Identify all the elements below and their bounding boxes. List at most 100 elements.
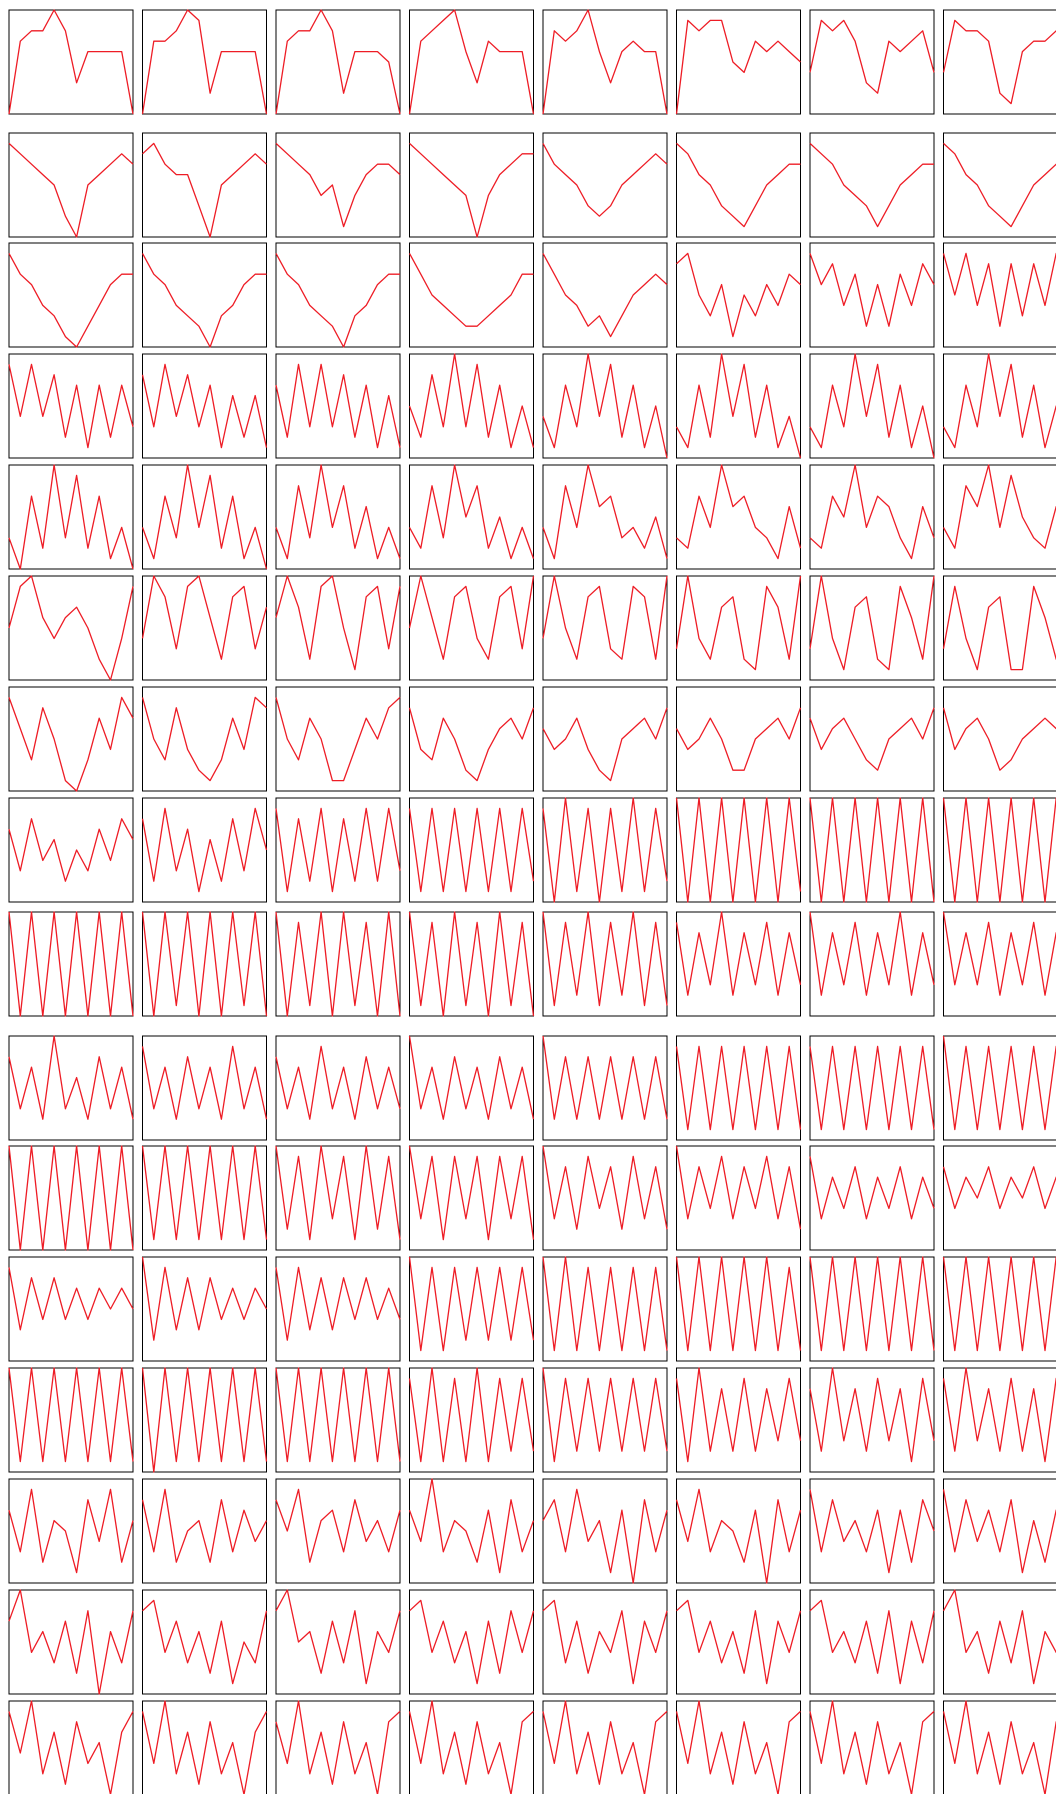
panel-frame	[275, 686, 401, 792]
panel-frame	[275, 464, 401, 570]
signal-line	[8, 818, 134, 882]
panel-frame	[943, 1367, 1056, 1473]
panel-frame	[409, 1256, 534, 1362]
signal-line	[942, 464, 1056, 549]
signal-line	[675, 1256, 802, 1352]
signal-line	[142, 1599, 268, 1685]
signal-line	[542, 353, 668, 459]
signal-line	[8, 1367, 134, 1463]
signal-line	[275, 575, 401, 671]
signal-line	[141, 1367, 268, 1473]
signal-line	[8, 1589, 134, 1695]
signal-line	[141, 1488, 268, 1563]
panel-frame	[542, 1256, 668, 1362]
signal-line	[141, 363, 268, 449]
panel-frame	[409, 1035, 534, 1141]
signal-line	[809, 464, 935, 560]
signal-line	[542, 1599, 668, 1685]
signal-line	[408, 1478, 535, 1574]
panel-frame	[142, 1478, 267, 1584]
panel-frame	[275, 1478, 401, 1584]
signal-line	[408, 1145, 535, 1241]
panel-frame	[676, 1367, 801, 1473]
signal-line	[408, 911, 535, 1017]
signal-line	[409, 142, 534, 238]
signal-line	[142, 142, 267, 238]
panel-frame	[409, 797, 534, 903]
signal-line	[141, 1045, 268, 1120]
signal-line	[675, 1488, 802, 1584]
signal-line	[408, 253, 534, 327]
signal-line	[942, 1166, 1056, 1210]
signal-line	[676, 464, 802, 560]
signal-line	[942, 1700, 1056, 1794]
signal-line	[809, 1045, 935, 1131]
panel-frame	[676, 797, 801, 903]
panel-frame	[409, 9, 534, 115]
panel-frame	[409, 686, 534, 792]
signal-line	[675, 911, 802, 996]
panel-frame	[676, 1256, 801, 1362]
signal-line	[8, 696, 134, 792]
panel-frame	[142, 242, 267, 348]
signal-line	[408, 1367, 535, 1463]
panel-frame	[542, 1478, 668, 1584]
signal-line	[8, 911, 134, 1017]
panel-frame	[8, 242, 134, 348]
signal-line	[141, 1145, 268, 1241]
panel-frame	[409, 1478, 534, 1584]
signal-line	[408, 353, 535, 449]
panel-frame	[8, 1589, 134, 1695]
signal-line	[141, 464, 268, 570]
signal-line	[809, 19, 935, 94]
panel-frame	[676, 242, 801, 348]
panel-frame	[676, 686, 801, 792]
signal-line	[942, 19, 1056, 105]
panel-frame	[409, 575, 534, 681]
signal-line	[275, 363, 401, 449]
signal-line	[542, 1145, 668, 1230]
signal-line	[141, 807, 268, 893]
panel-frame	[943, 911, 1056, 1017]
signal-line	[408, 707, 535, 782]
panel-frame	[809, 1700, 935, 1794]
panel-frame	[809, 353, 935, 459]
panel-frame	[409, 1700, 534, 1794]
signal-line	[942, 252, 1056, 327]
signal-line	[942, 1035, 1056, 1131]
signal-line	[942, 911, 1056, 996]
signal-line	[408, 807, 535, 893]
signal-line	[675, 353, 802, 459]
panel-frame	[943, 797, 1056, 903]
signal-line	[809, 1367, 935, 1463]
signal-line	[675, 1367, 802, 1463]
panel-frame	[275, 1256, 401, 1362]
signal-line	[676, 252, 801, 338]
signal-line	[8, 1700, 134, 1794]
signal-line	[8, 575, 134, 681]
panel-frame	[943, 242, 1056, 348]
signal-line	[8, 464, 134, 570]
panel-frame	[275, 911, 401, 1017]
panel-frame	[542, 464, 668, 570]
signal-line	[542, 911, 668, 1007]
signal-line	[675, 797, 802, 903]
panel-frame	[542, 132, 668, 238]
signal-line	[275, 696, 401, 782]
signal-line	[542, 253, 668, 338]
signal-line	[809, 1256, 935, 1352]
signal-line	[141, 253, 267, 348]
signal-line	[943, 142, 1056, 228]
panel-frame	[142, 464, 267, 570]
panel-frame	[142, 686, 267, 792]
panel-frame	[8, 464, 134, 570]
panel-frame	[8, 1700, 134, 1794]
signal-line	[809, 253, 935, 327]
panel-frame	[275, 1367, 401, 1473]
panel-frame	[943, 1589, 1056, 1695]
panel-frame	[676, 132, 801, 238]
panel-frame	[676, 1478, 801, 1584]
panel-frame	[542, 1589, 668, 1695]
signal-line	[408, 1035, 535, 1120]
panel-frame	[676, 464, 801, 570]
